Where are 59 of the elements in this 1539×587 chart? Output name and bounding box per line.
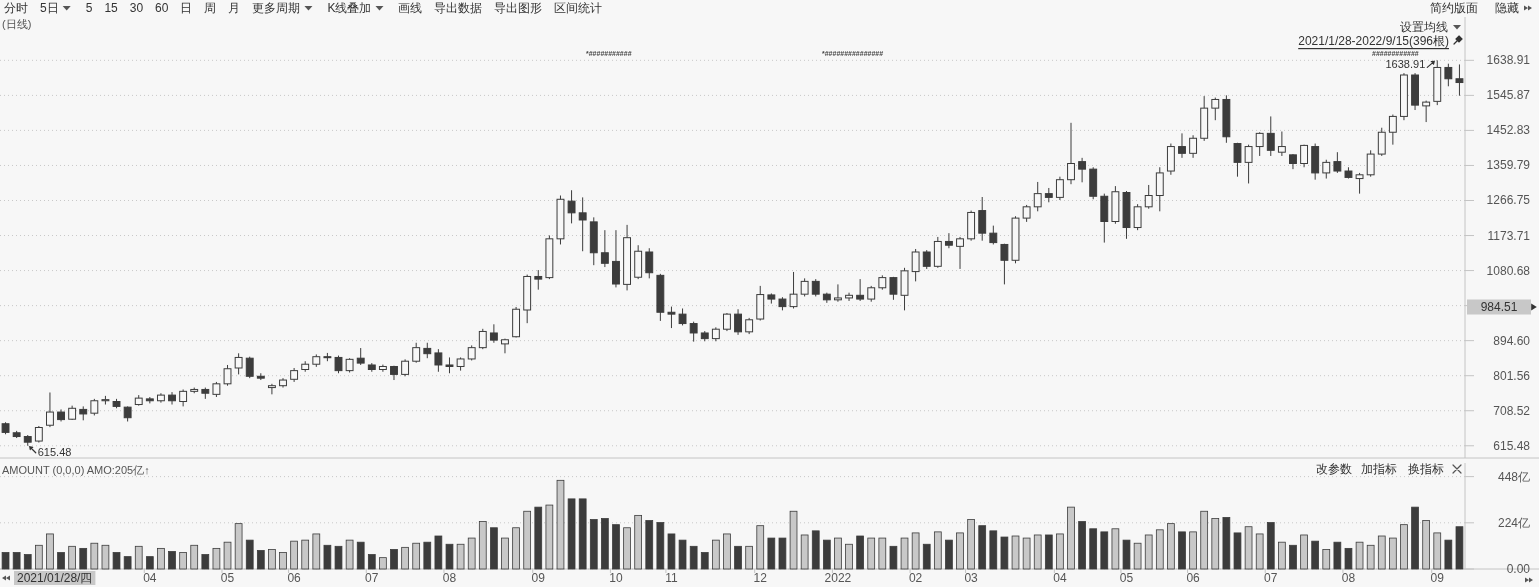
y-tick-label: 224亿 (1497, 515, 1530, 530)
chart-title: (日线) (2, 18, 32, 30)
x-tick-label: 04 (143, 571, 157, 585)
text: 日 (180, 1, 193, 15)
y-tick-label: 1359.79 (1486, 158, 1531, 173)
x-tick-label: 09 (1430, 571, 1445, 585)
y-tick-label: 615.48 (1493, 438, 1531, 453)
text: 画线 (398, 1, 423, 15)
y-tick-label: 1266.75 (1486, 193, 1531, 208)
x-tick-label: 2022 (824, 571, 852, 585)
annotation: 换指标 (1408, 462, 1444, 476)
text: 15 (104, 1, 119, 15)
x-tick-label: 03 (964, 571, 979, 585)
text: 月 (228, 1, 241, 15)
text: 2021/1/28-2022/9/15(396根) (1298, 34, 1449, 48)
x-tick-label: 07 (365, 571, 379, 585)
x-tick-label: 04 (1053, 571, 1067, 585)
x-tick-label: 12 (753, 571, 768, 585)
annotation: 设置均线 (1400, 20, 1448, 34)
y-tick-label: 1173.71 (1487, 228, 1531, 243)
text: 分时 (4, 1, 28, 15)
x-tick-label: 02 (908, 571, 923, 585)
x-tick-label: 05 (1119, 571, 1134, 585)
x-tick-label: 09 (531, 571, 546, 585)
y-tick-label: 1452.83 (1486, 123, 1531, 138)
annotation: 615.48 (37, 445, 72, 458)
y-tick-label: 708.52 (1493, 403, 1531, 418)
text: 区间统计 (554, 1, 603, 15)
y-tick-label: 1080.68 (1486, 263, 1531, 278)
x-tick-label: 08 (1341, 571, 1356, 585)
x-tick-label: 07 (1264, 571, 1278, 585)
text: 导出图形 (494, 1, 543, 15)
text: 更多周期 (252, 1, 301, 15)
annotation: 改参数 (1316, 462, 1352, 476)
x-tick-label: 06 (287, 571, 302, 585)
x-tick-label: 08 (442, 571, 457, 585)
x-tick-label: 05 (220, 571, 235, 585)
annotation: 加指标 (1361, 462, 1397, 476)
y-tick-label: 448亿 (1497, 469, 1530, 484)
y-tick-label: 1638.91 (1486, 53, 1531, 68)
text: K线叠加 (327, 1, 372, 15)
text: 984.51 (1480, 300, 1518, 314)
y-tick-label: 894.60 (1493, 333, 1531, 348)
text: 30 (129, 1, 144, 15)
text: 导出数据 (434, 1, 483, 15)
annotation: 1638.91 (1385, 58, 1426, 71)
y-tick-label: 0.00 (1506, 562, 1531, 576)
x-tick-label: 11 (665, 571, 679, 585)
text: 5日 (40, 1, 59, 15)
text: 周 (204, 1, 217, 15)
x-tick-label: 06 (1186, 571, 1201, 585)
chart-title: AMOUNT (0,0,0) AMO:205亿↑ (2, 464, 150, 476)
x-tick-label: 10 (609, 571, 623, 585)
y-tick-label: 1545.87 (1486, 88, 1531, 103)
text: 5 (85, 1, 93, 15)
text: 60 (155, 1, 169, 15)
text: 简约版面 (1430, 1, 1478, 15)
text: 隐藏 (1495, 1, 1519, 15)
y-tick-label: 801.56 (1493, 368, 1531, 383)
